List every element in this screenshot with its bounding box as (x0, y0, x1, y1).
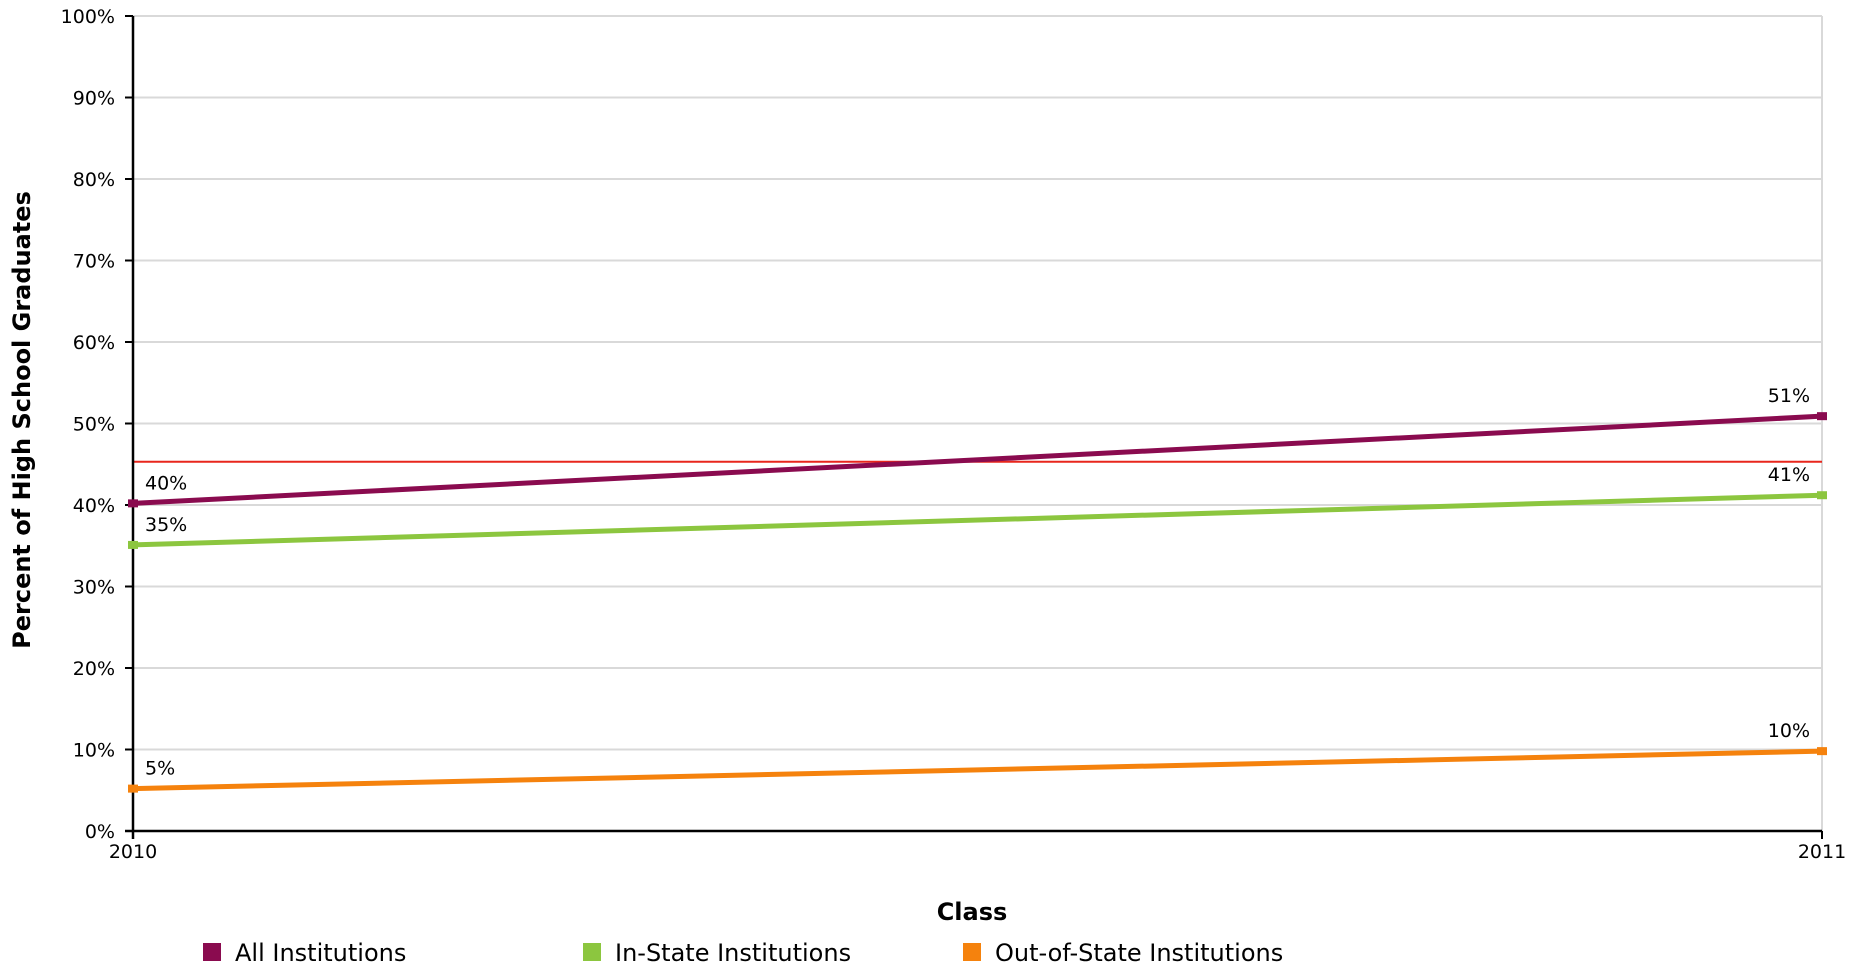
y-tick-label: 50% (73, 414, 115, 436)
series-line (132, 748, 1823, 792)
y-tick-label: 40% (73, 495, 115, 517)
data-point (1817, 491, 1827, 500)
data-point (1817, 412, 1827, 421)
y-tick-label: 90% (73, 88, 115, 110)
y-tick-label: 20% (73, 658, 115, 680)
legend-label: Out-of-State Institutions (995, 939, 1283, 966)
legend-label: All Institutions (235, 939, 406, 966)
y-axis-title: Percent of High School Graduates (8, 191, 36, 649)
y-tick-label: 100% (61, 6, 115, 28)
axes (125, 15, 1823, 839)
y-tick-label: 80% (73, 169, 115, 191)
legend-swatch (583, 943, 601, 961)
data-label: 10% (1768, 720, 1810, 742)
data-point (128, 784, 138, 793)
data-point (1817, 747, 1827, 756)
legend-swatch (203, 943, 221, 961)
series-line (132, 413, 1823, 506)
y-tick-label: 30% (73, 577, 115, 599)
legend: All Institutions In-State Institutions Out… (203, 939, 1283, 966)
y-tick-label: 0% (85, 821, 115, 843)
legend-swatch (963, 943, 981, 961)
data-label: 35% (145, 514, 187, 536)
y-tick-label: 70% (73, 251, 115, 273)
y-tick-label: 60% (73, 332, 115, 354)
data-point (128, 499, 138, 508)
data-labels: 40% 51% 35% 41% 5% 10% (145, 385, 1810, 779)
data-point (128, 540, 138, 549)
x-tick-label: 2010 (109, 841, 157, 863)
x-tick-label: 2011 (1798, 841, 1846, 863)
data-label: 40% (145, 472, 187, 494)
data-label: 5% (145, 758, 175, 780)
series-line (132, 492, 1823, 548)
grid-lines (133, 15, 1823, 831)
y-tick-labels: 0% 10% 20% 30% 40% 50% 60% 70% 80% 90% 100% (61, 6, 115, 843)
y-tick-label: 10% (73, 740, 115, 762)
x-tick-labels: 2010 2011 (109, 841, 1846, 863)
x-axis-title: Class (937, 898, 1008, 926)
legend-label: In-State Institutions (615, 939, 851, 966)
data-label: 51% (1768, 385, 1810, 407)
series-lines (128, 412, 1827, 793)
data-label: 41% (1768, 464, 1810, 486)
